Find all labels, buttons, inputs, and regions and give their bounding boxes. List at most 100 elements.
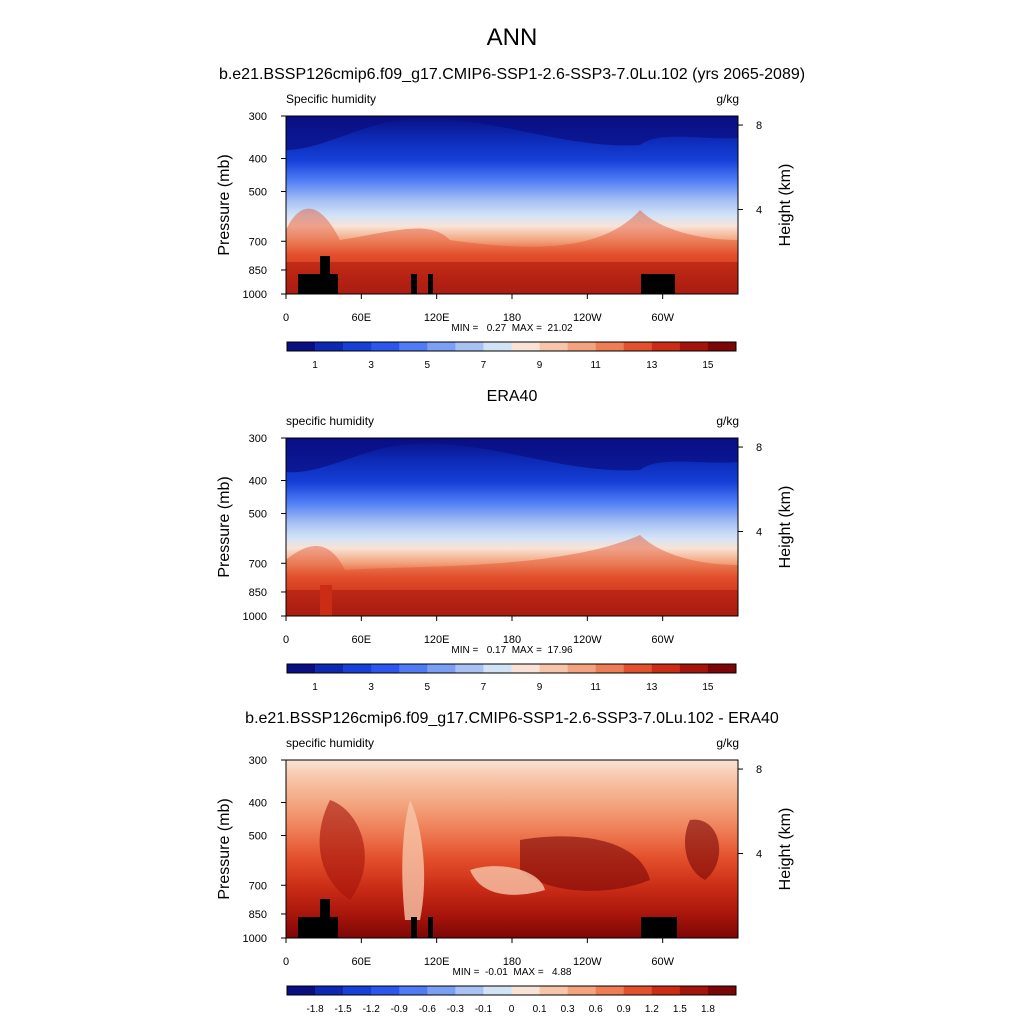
- colorbar-swatch: [707, 342, 737, 351]
- colorbar-swatch: [567, 986, 596, 995]
- colorbar: 1 3 5 7 9 11 13 15: [286, 341, 737, 371]
- terrain-mask: [298, 899, 677, 938]
- colorbar-label: -1.2: [363, 1004, 381, 1015]
- y-tick-label: 300: [249, 433, 267, 445]
- x-tick-label: 180: [503, 312, 521, 324]
- x-tick-label: 0: [283, 312, 289, 324]
- colorbar-swatch: [343, 342, 372, 351]
- min-max-stats: MIN = 0.27 MAX = 21.02: [451, 323, 573, 334]
- colorbar-swatch: [567, 342, 596, 351]
- y-tick-label: 700: [249, 236, 267, 248]
- colorbar-swatch: [287, 664, 316, 673]
- panel-1-title: b.e21.BSSP126cmip6.f09_g17.CMIP6-SSP1-2.…: [219, 66, 805, 83]
- min-max-stats: MIN = 0.17 MAX = 17.96: [451, 645, 573, 656]
- colorbar-label: 1.5: [673, 1004, 687, 1015]
- y-tick-label: 500: [249, 509, 267, 521]
- y-tick-label: 400: [249, 798, 267, 810]
- colorbar-swatch: [315, 342, 344, 351]
- colorbar-swatch: [539, 342, 568, 351]
- panel-2-title: ERA40: [487, 388, 538, 405]
- colorbar-swatch: [371, 664, 400, 673]
- colorbar-swatch: [707, 986, 737, 995]
- units-label: g/kg: [716, 92, 739, 106]
- colorbar-swatch: [399, 342, 428, 351]
- colorbar-swatch: [595, 986, 625, 995]
- colorbar-label: 0: [509, 1004, 515, 1015]
- contour-field: [286, 116, 738, 294]
- colorbar-swatch: [623, 986, 653, 995]
- colorbar-swatch: [343, 664, 372, 673]
- y-tick-label: 1000: [243, 611, 267, 623]
- y2-tick-label: 4: [756, 849, 762, 861]
- colorbar-swatch: [651, 986, 681, 995]
- y2-tick-label: 8: [756, 764, 762, 776]
- y-axis-title: Pressure (mb): [216, 798, 233, 899]
- y-tick-label: 500: [249, 831, 267, 843]
- colorbar-swatch: [595, 342, 625, 351]
- colorbar-label: 9: [537, 682, 543, 693]
- x-tick-label: 0: [283, 956, 289, 968]
- colorbar-label: 15: [702, 682, 714, 693]
- colorbar-swatch: [455, 342, 484, 351]
- y2-tick-label: 8: [756, 120, 762, 132]
- colorbar-swatch: [623, 342, 653, 351]
- y-tick-label: 700: [249, 558, 267, 570]
- colorbar-label: 0.1: [533, 1004, 547, 1015]
- colorbar-label: 0.9: [617, 1004, 631, 1015]
- x-axis: 0 60E 120E 180 120W 60W: [283, 294, 675, 324]
- colorbar-label: 3: [368, 360, 374, 371]
- units-label: g/kg: [716, 736, 739, 750]
- colorbar-swatch: [427, 986, 456, 995]
- y2-tick-label: 4: [756, 205, 762, 217]
- contour-field: [286, 438, 738, 616]
- y-axis-right: 84: [738, 442, 762, 539]
- y-axis-left: 300 400 500 700 850 1000: [243, 433, 286, 623]
- colorbar-frame: [286, 663, 737, 674]
- y-axis-title: Pressure (mb): [216, 154, 233, 255]
- colorbar-swatch: [343, 986, 372, 995]
- colorbar-label: 1: [312, 360, 318, 371]
- colorbar-swatch: [455, 986, 484, 995]
- panel-era40: specific humidity g/kg 30040050070085010…: [216, 414, 794, 693]
- colorbar-swatch: [679, 342, 709, 351]
- x-tick-label: 0: [283, 634, 289, 646]
- colorbar-swatch: [679, 986, 709, 995]
- y2-axis-title: Height (km): [777, 164, 794, 247]
- figure-title: ANN: [487, 24, 538, 51]
- x-tick-label: 60W: [651, 634, 674, 646]
- x-tick-label: 120E: [424, 634, 450, 646]
- colorbar-label: 1: [312, 682, 318, 693]
- variable-label: specific humidity: [286, 736, 374, 750]
- x-tick-label: 60W: [651, 312, 674, 324]
- colorbar-swatch: [427, 342, 456, 351]
- y-tick-label: 500: [249, 187, 267, 199]
- x-tick-label: 60E: [352, 634, 372, 646]
- colorbar-swatch: [455, 664, 484, 673]
- y-tick-label: 400: [249, 476, 267, 488]
- variable-label: Specific humidity: [286, 92, 376, 106]
- colorbar-swatch: [371, 342, 400, 351]
- panel-3-title: b.e21.BSSP126cmip6.f09_g17.CMIP6-SSP1-2.…: [245, 710, 779, 727]
- colorbar-label: 1.8: [701, 1004, 715, 1015]
- y-axis-left: 300 400 500 700 850 1000: [243, 755, 286, 945]
- y-tick-label: 850: [249, 909, 267, 921]
- colorbar-swatch: [595, 664, 625, 673]
- colorbar-label: 3: [368, 682, 374, 693]
- colorbar-swatch: [567, 664, 596, 673]
- colorbar-swatch: [707, 664, 737, 673]
- y-tick-label: 850: [249, 265, 267, 277]
- colorbar-label: 7: [481, 682, 487, 693]
- colorbar-label: 0.3: [561, 1004, 575, 1015]
- colorbar-label: -0.3: [447, 1004, 465, 1015]
- colorbar-swatch: [511, 342, 540, 351]
- colorbar-label: 13: [646, 682, 658, 693]
- y-axis-left: 300 400 500 700 850 1000: [243, 111, 286, 301]
- y2-tick-label: 4: [756, 527, 762, 539]
- colorbar-swatch: [371, 986, 400, 995]
- x-tick-label: 60E: [352, 956, 372, 968]
- colorbar-swatch: [287, 986, 316, 995]
- colorbar-label: 7: [481, 360, 487, 371]
- y2-tick-label: 8: [756, 442, 762, 454]
- colorbar-label: 1.2: [645, 1004, 659, 1015]
